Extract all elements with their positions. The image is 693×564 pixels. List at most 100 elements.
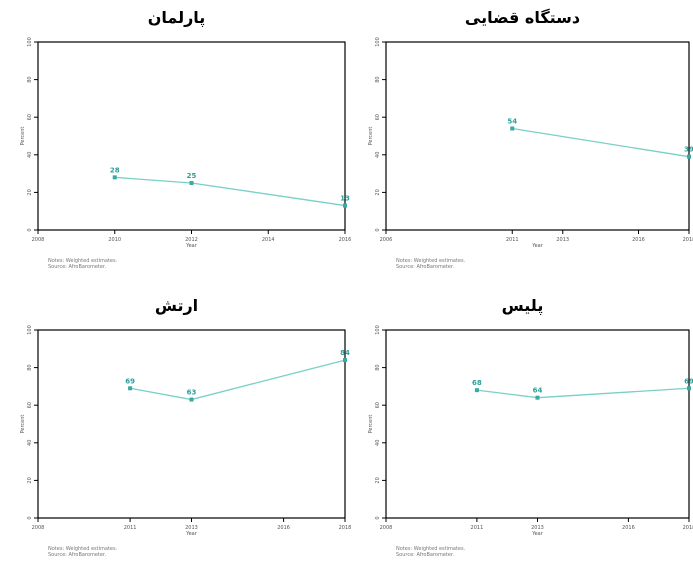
plot-frame <box>37 41 346 231</box>
y-tick-label: 20 <box>375 189 381 195</box>
chart-panel-police: پلیس 0 20 40 60 80 100 2008 2011 2013 2016 2018 Yea… <box>352 296 693 564</box>
x-tick-label: 2016 <box>622 525 635 531</box>
x-tick-label: 2008 <box>32 525 45 531</box>
x-axis-title: Year <box>185 531 198 537</box>
chart-title: پلیس <box>501 296 544 315</box>
chart-svg: 0 20 40 60 80 100 2006 2011 2013 2016 2018 Year Perc… <box>368 37 693 249</box>
y-tick-label: 0 <box>375 228 381 231</box>
x-axis-title: Year <box>531 243 544 249</box>
y-tick-label: 0 <box>27 516 33 519</box>
y-tick-label: 40 <box>375 440 381 446</box>
x-tick-label: 2016 <box>339 237 352 243</box>
chart-title: پارلمان <box>147 8 206 27</box>
y-tick-label: 20 <box>375 477 381 483</box>
y-tick-label: 60 <box>375 114 381 120</box>
data-point <box>189 397 194 402</box>
y-tick-label: 20 <box>27 477 33 483</box>
x-tick-label: 2013 <box>556 237 569 243</box>
chart-panel-army: ارتش 0 20 40 60 80 100 2008 2011 2013 2016 2018 Yea… <box>4 296 352 564</box>
series-line <box>512 127 690 158</box>
y-tick-label: 60 <box>375 402 381 408</box>
series-line <box>114 176 346 207</box>
y-tick-label: 80 <box>27 364 33 370</box>
chart-note: Notes: Weighted estimates. <box>396 546 466 552</box>
x-tick-label: 2006 <box>380 237 393 243</box>
x-tick-label: 2014 <box>262 237 275 243</box>
chart-title: دستگاه قضایی <box>464 8 581 27</box>
data-point <box>474 388 479 393</box>
chart-title: ارتش <box>154 296 199 315</box>
data-point <box>343 358 347 363</box>
y-tick-label: 60 <box>27 114 33 120</box>
y-tick-label: 80 <box>375 76 381 82</box>
plot-frame <box>385 41 690 231</box>
data-label: 64 <box>533 387 543 395</box>
chart-source: Source: AfroBarometer. <box>48 552 107 558</box>
x-tick-label: 2010 <box>108 237 121 243</box>
x-tick-label: 2016 <box>277 525 290 531</box>
chart-svg: 0 20 40 60 80 100 2008 2011 2013 2016 2018 Year Perc… <box>20 325 352 537</box>
y-axis-title: Percent <box>20 127 26 146</box>
data-label: 54 <box>507 117 517 125</box>
chart-source: Source: AfroBarometer. <box>396 264 455 270</box>
chart-source: Source: AfroBarometer. <box>396 552 455 558</box>
chart-note: Notes: Weighted estimates. <box>48 258 118 264</box>
x-tick-label: 2013 <box>185 525 198 531</box>
x-tick-label: 2011 <box>124 525 137 531</box>
data-point <box>128 386 133 391</box>
data-label: 25 <box>187 172 197 180</box>
y-tick-label: 40 <box>27 440 33 446</box>
x-tick-label: 2011 <box>471 525 484 531</box>
x-tick-label: 2008 <box>380 525 393 531</box>
y-tick-label: 40 <box>375 152 381 158</box>
chart-svg: 0 20 40 60 80 100 2008 2011 2013 2016 2018 Year Perc… <box>368 325 693 537</box>
chart-panel-parliament: پارلمان 0 20 40 60 80 100 2008 2010 2012 2014 2016… <box>4 8 352 276</box>
plot-frame <box>385 329 690 519</box>
y-axis-title: Percent <box>368 415 374 434</box>
series-line <box>129 359 346 401</box>
x-tick-label: 2012 <box>185 237 198 243</box>
data-label: 68 <box>472 379 482 387</box>
data-point <box>535 395 540 400</box>
data-label: 63 <box>187 389 197 397</box>
x-tick-label: 2018 <box>339 525 352 531</box>
plot-frame <box>37 329 346 519</box>
y-tick-label: 100 <box>27 37 33 47</box>
data-point <box>343 203 347 208</box>
x-tick-label: 2018 <box>683 237 693 243</box>
data-point <box>687 386 691 391</box>
data-point <box>112 175 117 180</box>
x-axis-title: Year <box>531 531 544 537</box>
x-axis-title: Year <box>185 243 198 249</box>
data-label: 13 <box>340 195 350 203</box>
y-tick-label: 100 <box>375 37 381 47</box>
y-tick-label: 80 <box>375 364 381 370</box>
x-tick-label: 2008 <box>32 237 45 243</box>
y-tick-label: 100 <box>27 325 33 335</box>
data-point <box>687 154 691 159</box>
y-axis-title: Percent <box>368 127 374 146</box>
y-tick-label: 40 <box>27 152 33 158</box>
data-point <box>189 181 194 185</box>
x-tick-label: 2011 <box>506 237 519 243</box>
y-tick-label: 0 <box>375 516 381 519</box>
y-tick-label: 100 <box>375 325 381 335</box>
y-tick-label: 60 <box>27 402 33 408</box>
data-label: 69 <box>684 377 693 385</box>
data-point <box>510 126 515 131</box>
data-label: 28 <box>110 166 120 174</box>
series-line <box>476 387 690 399</box>
y-tick-label: 80 <box>27 76 33 82</box>
chart-note: Notes: Weighted estimates. <box>396 258 466 264</box>
x-tick-label: 2013 <box>531 525 544 531</box>
chart-source: Source: AfroBarometer. <box>48 264 107 270</box>
data-label: 84 <box>340 349 350 357</box>
chart-note: Notes: Weighted estimates. <box>48 546 118 552</box>
x-tick-label: 2018 <box>683 525 693 531</box>
y-tick-label: 20 <box>27 189 33 195</box>
x-tick-label: 2016 <box>632 237 645 243</box>
chart-panel-judiciary: دستگاه قضایی 0 20 40 60 80 100 2006 2011 2013 201… <box>352 8 693 276</box>
y-tick-label: 0 <box>27 228 33 231</box>
data-label: 39 <box>684 146 693 154</box>
data-label: 69 <box>125 377 135 385</box>
